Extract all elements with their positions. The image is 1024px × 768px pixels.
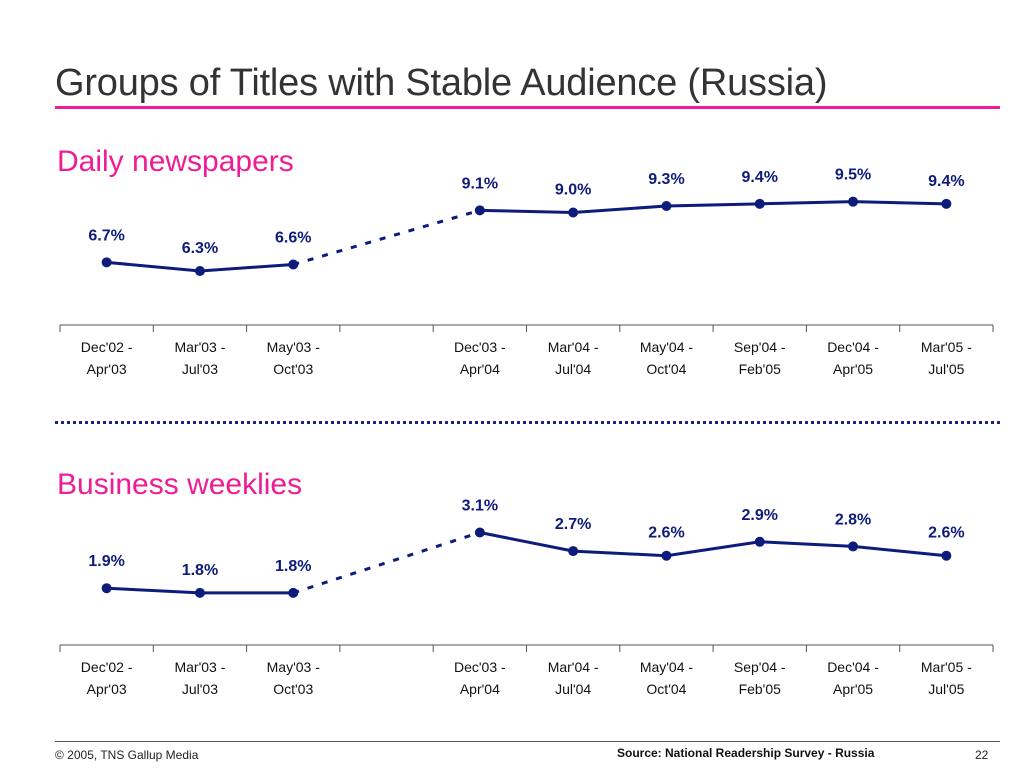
title-rule bbox=[55, 106, 1000, 109]
data-point-dec-04-apr-05 bbox=[848, 541, 859, 552]
data-point-mar-04-jul-04 bbox=[568, 207, 579, 218]
section-separator bbox=[55, 421, 1000, 424]
data-point-dec-03-apr-04 bbox=[474, 527, 485, 538]
x-tick-label-may-04-oct-04: May'04 -Oct'04 bbox=[640, 659, 694, 697]
x-tick-label-mar-04-jul-04: Mar'04 -Jul'04 bbox=[548, 659, 599, 697]
data-label-may-03-oct-03: 1.8% bbox=[275, 558, 311, 575]
data-point-may-03-oct-03 bbox=[288, 587, 299, 598]
gap-dashed-connector bbox=[292, 531, 481, 595]
gap-dashed-connector bbox=[292, 208, 481, 266]
data-label-sep-04-feb-05: 2.9% bbox=[742, 507, 778, 524]
data-label-mar-05-jul-05: 2.6% bbox=[928, 525, 964, 542]
data-point-mar-03-jul-03 bbox=[194, 587, 205, 598]
x-tick-label-dec-04-apr-05: Dec'04 -Apr'05 bbox=[827, 659, 879, 697]
x-tick-label-dec-03-apr-04: Dec'03 -Apr'04 bbox=[454, 339, 506, 377]
data-label-mar-04-jul-04: 2.7% bbox=[555, 516, 591, 533]
data-label-may-03-oct-03: 6.6% bbox=[275, 230, 311, 247]
x-tick-label-mar-03-jul-03: Mar'03 -Jul'03 bbox=[174, 659, 225, 697]
daily-newspapers-chart: Dec'02 -Apr'03 Mar'03 -Jul'03 May'03 -Oct'… bbox=[59, 167, 994, 377]
data-label-mar-05-jul-05: 9.4% bbox=[928, 173, 964, 190]
data-point-dec-02-apr-03 bbox=[101, 583, 112, 594]
data-point-may-04-oct-04 bbox=[661, 550, 672, 561]
data-point-dec-02-apr-03 bbox=[101, 257, 112, 268]
data-label-dec-02-apr-03: 6.7% bbox=[88, 227, 124, 244]
data-point-mar-03-jul-03 bbox=[194, 266, 205, 276]
data-point-dec-04-apr-05 bbox=[848, 196, 859, 207]
x-tick-label-sep-04-feb-05: Sep'04 -Feb'05 bbox=[734, 659, 786, 697]
data-label-may-04-oct-04: 9.3% bbox=[648, 171, 684, 188]
x-tick-label-may-03-oct-03: May'03 -Oct'03 bbox=[267, 659, 321, 697]
chart-title-business-weeklies: Business weeklies bbox=[57, 468, 303, 501]
data-point-may-04-oct-04 bbox=[661, 201, 672, 211]
data-point-sep-04-feb-05 bbox=[754, 536, 765, 547]
data-point-may-03-oct-03 bbox=[288, 259, 299, 270]
data-point-mar-05-jul-05 bbox=[941, 550, 952, 561]
data-point-mar-04-jul-04 bbox=[568, 546, 579, 557]
data-label-dec-03-apr-04: 9.1% bbox=[462, 175, 498, 192]
data-point-sep-04-feb-05 bbox=[754, 198, 765, 209]
data-label-dec-03-apr-04: 3.1% bbox=[462, 498, 498, 515]
x-tick-label-mar-05-jul-05: Mar'05 -Jul'05 bbox=[921, 659, 972, 697]
footer-copyright: © 2005, TNS Gallup Media bbox=[55, 748, 199, 762]
x-tick-label-mar-04-jul-04: Mar'04 -Jul'04 bbox=[548, 339, 599, 377]
data-label-mar-04-jul-04: 9.0% bbox=[555, 182, 591, 199]
footer-rule bbox=[55, 741, 1000, 742]
data-label-sep-04-feb-05: 9.4% bbox=[742, 169, 778, 186]
x-tick-label-dec-04-apr-05: Dec'04 -Apr'05 bbox=[827, 339, 879, 377]
x-tick-label-may-04-oct-04: May'04 -Oct'04 bbox=[640, 339, 694, 377]
x-tick-label-dec-02-apr-03: Dec'02 -Apr'03 bbox=[81, 659, 133, 697]
data-label-may-04-oct-04: 2.6% bbox=[648, 525, 684, 542]
x-tick-label-mar-03-jul-03: Mar'03 -Jul'03 bbox=[174, 339, 225, 377]
data-label-dec-04-apr-05: 9.5% bbox=[835, 167, 871, 184]
slide-title: Groups of Titles with Stable Audience (R… bbox=[55, 62, 828, 104]
data-point-mar-05-jul-05 bbox=[941, 198, 952, 209]
data-point-dec-03-apr-04 bbox=[474, 205, 485, 216]
x-tick-label-mar-05-jul-05: Mar'05 -Jul'05 bbox=[921, 339, 972, 377]
data-label-mar-03-jul-03: 6.3% bbox=[182, 240, 218, 257]
page-number: 22 bbox=[975, 748, 989, 762]
x-tick-label-may-03-oct-03: May'03 -Oct'03 bbox=[267, 339, 321, 377]
x-tick-label-dec-03-apr-04: Dec'03 -Apr'04 bbox=[454, 659, 506, 697]
series-line-segment bbox=[479, 200, 947, 215]
business-weeklies-chart: Dec'02 -Apr'03 Mar'03 -Jul'03 May'03 -Oct'… bbox=[59, 498, 994, 697]
series-line-segment bbox=[479, 531, 947, 558]
footer-source: Source: National Readership Survey - Rus… bbox=[617, 746, 875, 760]
chart-title-daily-newspapers: Daily newspapers bbox=[57, 145, 294, 178]
x-tick-label-dec-02-apr-03: Dec'02 -Apr'03 bbox=[81, 339, 133, 377]
data-label-dec-02-apr-03: 1.9% bbox=[88, 553, 124, 570]
data-label-dec-04-apr-05: 2.8% bbox=[835, 511, 871, 528]
data-label-mar-03-jul-03: 1.8% bbox=[182, 562, 218, 579]
x-tick-label-sep-04-feb-05: Sep'04 -Feb'05 bbox=[734, 339, 786, 377]
